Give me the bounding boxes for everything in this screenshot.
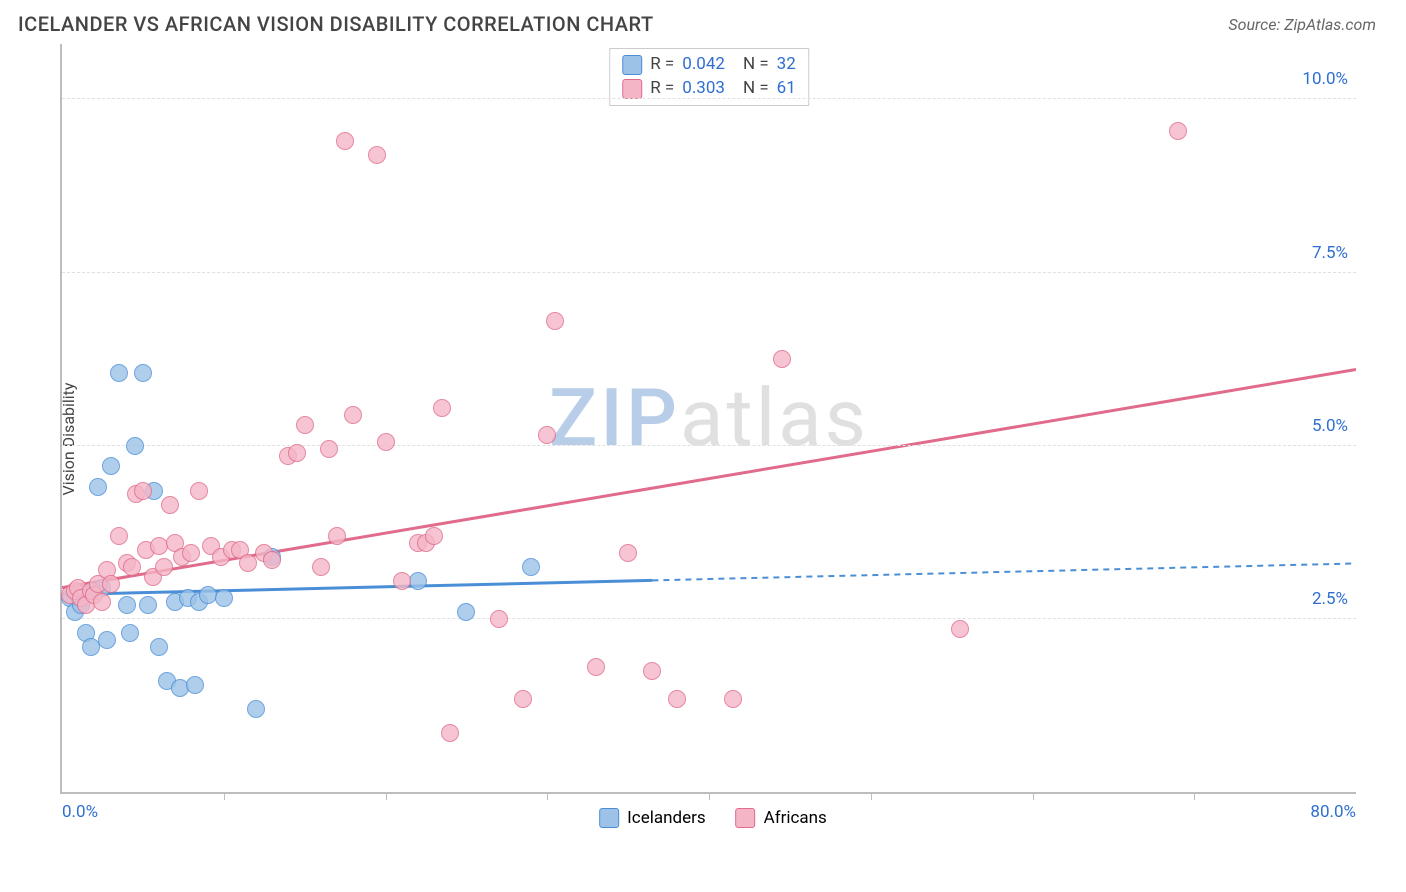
y-tick-label: 5.0% [1312,416,1348,436]
x-legend: Icelanders Africans [599,808,827,828]
scatter-point [1169,122,1187,140]
x-tick [709,792,710,800]
scatter-point [190,482,208,500]
scatter-point [182,544,200,562]
x-tick [386,792,387,800]
legend-swatch-icelanders [599,808,619,828]
scatter-point [336,132,354,150]
scatter-point [514,690,532,708]
grid-line [62,618,1356,619]
scatter-point [377,433,395,451]
regression-lines [62,44,1356,792]
stats-swatch [622,55,642,75]
stats-r-label: R = [650,77,674,101]
scatter-point [93,593,111,611]
legend-swatch-africans [736,808,756,828]
scatter-point [155,558,173,576]
scatter-point [263,551,281,569]
stats-r-value: 0.303 [682,77,725,101]
scatter-point [118,596,136,614]
scatter-point [368,146,386,164]
scatter-point [186,676,204,694]
legend-label-icelanders: Icelanders [627,808,705,828]
scatter-point [409,572,427,590]
x-tick [1194,792,1195,800]
scatter-point [312,558,330,576]
scatter-point [161,496,179,514]
scatter-point [89,478,107,496]
legend-label-africans: Africans [764,808,827,828]
x-tick [871,792,872,800]
stats-row: R = 0.042 N = 32 [622,53,796,77]
scatter-point [522,558,540,576]
scatter-point [433,399,451,417]
scatter-point [320,440,338,458]
scatter-point [110,527,128,545]
stats-swatch [622,79,642,99]
scatter-point [102,457,120,475]
y-tick-label: 2.5% [1312,589,1348,609]
scatter-point [668,690,686,708]
scatter-plot: ZIPatlas R =0.042N =32R =0.303N =61 0.0%… [60,44,1356,794]
scatter-point [98,631,116,649]
scatter-point [724,690,742,708]
scatter-point [951,620,969,638]
scatter-point [215,589,233,607]
stats-n-value: 61 [777,77,796,101]
scatter-point [425,527,443,545]
scatter-point [102,575,120,593]
stats-row: R = 0.303 N = 61 [622,77,796,101]
scatter-point [296,416,314,434]
scatter-point [150,537,168,555]
grid-line [62,445,1356,446]
scatter-point [110,364,128,382]
stats-r-label: R = [650,53,674,77]
stats-n-label: N = [743,53,769,77]
chart-title: ICELANDER VS AFRICAN VISION DISABILITY C… [18,12,654,36]
grid-line [62,272,1356,273]
stats-r-value: 0.042 [682,53,725,77]
y-tick-label: 10.0% [1302,69,1348,89]
scatter-point [134,364,152,382]
scatter-point [619,544,637,562]
scatter-point [134,482,152,500]
x-axis-max: 80.0% [1310,802,1356,822]
scatter-point [126,437,144,455]
grid-line [62,98,1356,99]
scatter-point [457,603,475,621]
scatter-point [139,596,157,614]
x-tick [1033,792,1034,800]
scatter-point [643,662,661,680]
scatter-point [239,554,257,572]
scatter-point [150,638,168,656]
scatter-point [344,406,362,424]
x-tick [224,792,225,800]
x-tick [547,792,548,800]
stats-box: R = 0.042 N = 32 R = 0.303 N = 61 [609,48,809,106]
scatter-point [538,426,556,444]
watermark: ZIPatlas [549,371,869,465]
scatter-point [441,724,459,742]
scatter-point [773,350,791,368]
x-axis-min: 0.0% [62,802,98,822]
scatter-point [328,527,346,545]
scatter-point [121,624,139,642]
scatter-point [393,572,411,590]
scatter-point [587,658,605,676]
stats-n-label: N = [743,77,769,101]
legend-item-africans: Africans [736,808,827,828]
legend-item-icelanders: Icelanders [599,808,705,828]
scatter-point [199,586,217,604]
stats-n-value: 32 [777,53,796,77]
scatter-point [247,700,265,718]
scatter-point [490,610,508,628]
scatter-point [288,444,306,462]
scatter-point [546,312,564,330]
y-tick-label: 7.5% [1312,243,1348,263]
scatter-point [123,558,141,576]
source-text: Source: ZipAtlas.com [1228,15,1376,34]
